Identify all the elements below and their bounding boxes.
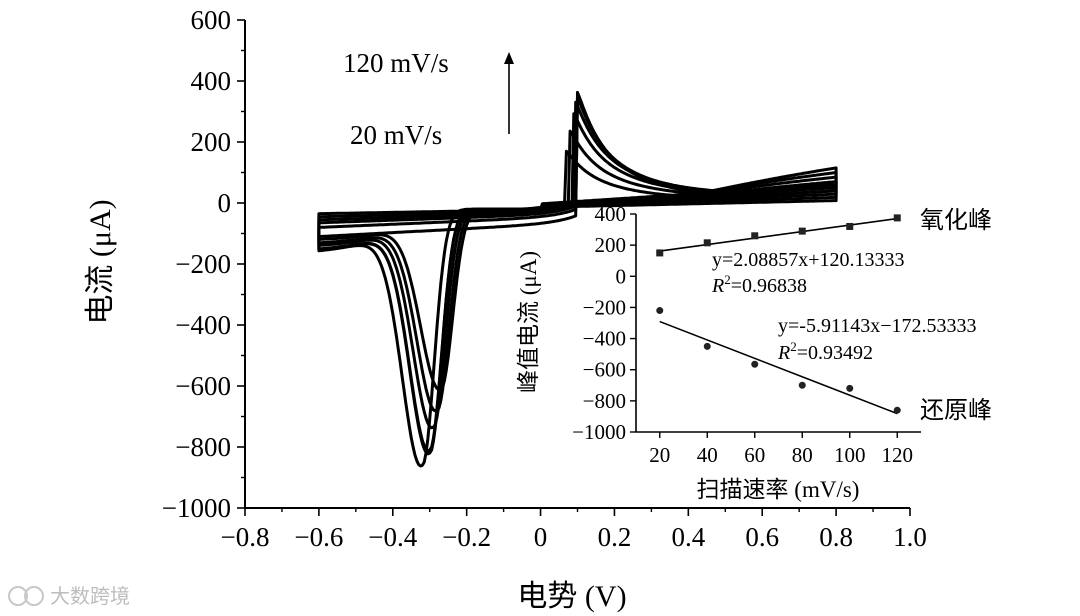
oxidation-fit-line: [659, 217, 898, 252]
watermark: 大数跨境: [8, 584, 130, 608]
inset-x-tick-label: 20: [649, 443, 670, 467]
inset-fit-lines: [659, 217, 898, 415]
y-axis-title: 电流 (μA): [84, 199, 117, 324]
inset-y-tick-label: 0: [616, 264, 627, 288]
reduction-data-point: [798, 381, 806, 389]
main-y-tick-label: −1000: [162, 493, 231, 523]
main-y-tick-label: −400: [175, 310, 231, 340]
inset-x-tick-label: 60: [744, 443, 765, 467]
inset-x-tick-label: 100: [834, 443, 866, 467]
watermark-text: 大数跨境: [50, 584, 130, 608]
oxidation-data-point: [703, 239, 711, 247]
reduction-fit-equation: y=-5.91143x−172.53333: [778, 315, 976, 337]
reduction-data-point: [703, 342, 711, 350]
oxidation-data-point: [751, 232, 759, 240]
oxidation-data-point: [893, 214, 901, 222]
reduction-fit-line: [659, 320, 898, 415]
main-x-tick-label: −0.6: [294, 522, 343, 552]
inset-axes: [630, 213, 921, 438]
main-y-tick-label: 600: [191, 5, 232, 35]
reduction-fit-r2: R2=0.93492: [777, 339, 873, 364]
inset-y-tick-label: −600: [583, 358, 626, 382]
main-y-tick-labels: −1000 −800 −600 −400 −200 0 200 400 600: [162, 5, 231, 523]
reduction-peak-label: 还原峰: [920, 397, 992, 424]
inset-x-axis-title: 扫描速率 (mV/s): [697, 477, 860, 502]
oxidation-peak-label: 氧化峰: [920, 207, 992, 234]
cv-curve-120: [317, 90, 838, 468]
oxidation-fit-r2: R2=0.96838: [711, 272, 807, 297]
inset-y-tick-label: 200: [595, 233, 627, 257]
inset-x-tick-label: 40: [697, 443, 718, 467]
inset-y-tick-label: −800: [583, 389, 626, 413]
inset-peak-current-chart: 20 40 60 80 100 120 −1000 −800 −600 −400 −200 0 200…: [516, 202, 992, 502]
main-x-tick-labels: −0.8 −0.6 −0.4 −0.2 0 0.2 0.4 0.6 0.8 1.0: [221, 522, 927, 552]
oxidation-data-point: [846, 222, 854, 230]
main-x-tick-label: 0.2: [598, 522, 632, 552]
inset-x-tick-label: 80: [792, 443, 813, 467]
reduction-data-point: [846, 384, 854, 392]
inset-x-tick-label: 120: [882, 443, 914, 467]
main-x-tick-label: 0.4: [671, 522, 705, 552]
inset-y-axis-title: 峰值电流 (μA): [516, 251, 541, 393]
main-x-tick-label: 1.0: [893, 522, 927, 552]
main-y-tick-label: 200: [191, 127, 232, 157]
annotation-bottom-scan-rate: 20 mV/s: [350, 120, 442, 150]
inset-data-points: [656, 214, 901, 414]
inset-y-tick-label: 400: [595, 202, 627, 226]
inset-y-tick-labels: −1000 −800 −600 −400 −200 0 200 400: [572, 202, 626, 444]
main-axes: [237, 19, 911, 516]
main-x-tick-label: −0.4: [368, 522, 417, 552]
main-x-tick-label: 0: [534, 522, 548, 552]
watermark-logo-icon: [8, 586, 44, 606]
inset-y-tick-label: −1000: [572, 420, 626, 444]
main-y-tick-label: 0: [218, 188, 232, 218]
inset-y-tick-label: −200: [583, 295, 626, 319]
inset-y-tick-label: −400: [583, 327, 626, 351]
main-y-tick-label: −200: [175, 249, 231, 279]
reduction-data-point: [751, 360, 759, 368]
inset-x-tick-labels: 20 40 60 80 100 120: [649, 443, 913, 467]
main-x-tick-label: 0.8: [819, 522, 853, 552]
inset-background: [636, 212, 921, 434]
reduction-data-point: [656, 307, 664, 315]
annotation-top-scan-rate: 120 mV/s: [343, 48, 449, 78]
main-cv-chart: −0.8 −0.6 −0.4 −0.2 0 0.2 0.4 0.6 0.8 1.0 −1000 −8…: [84, 5, 927, 613]
oxidation-data-point: [798, 227, 806, 235]
main-y-tick-label: −600: [175, 371, 231, 401]
main-y-tick-label: 400: [191, 66, 232, 96]
reduction-data-point: [893, 406, 901, 414]
oxidation-fit-equation: y=2.08857x+120.13333: [712, 249, 905, 271]
main-x-tick-label: −0.2: [442, 522, 491, 552]
main-y-tick-label: −800: [175, 432, 231, 462]
scan-direction-arrow-icon: [504, 52, 514, 134]
main-x-tick-label: −0.8: [221, 522, 270, 552]
main-x-tick-label: 0.6: [745, 522, 779, 552]
x-axis-title: 电势 (V): [517, 580, 626, 613]
oxidation-data-point: [656, 249, 664, 257]
cv-curves: [317, 90, 838, 468]
